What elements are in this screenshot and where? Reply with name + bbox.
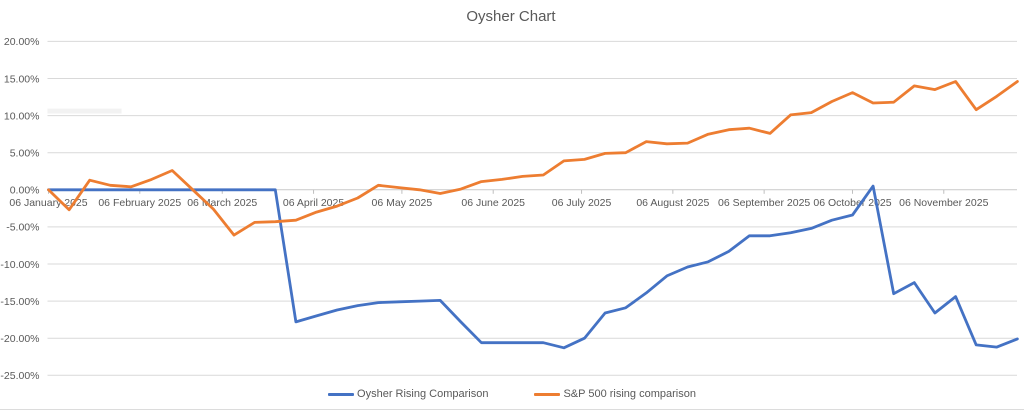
x-axis-label: 06 February 2025 <box>98 197 181 209</box>
legend-label-sp500: S&P 500 rising comparison <box>563 388 696 400</box>
legend: Oysher Rising Comparison S&P 500 rising … <box>0 388 1024 400</box>
x-axis-label: 06 January 2025 <box>9 197 87 209</box>
x-axis-label: 06 July 2025 <box>552 197 612 209</box>
x-axis-label: 06 June 2025 <box>461 197 525 209</box>
series-line-oysher[interactable] <box>47 184 1019 350</box>
y-axis-label: -20.00% <box>0 333 39 345</box>
y-axis-label: -25.00% <box>0 370 39 382</box>
y-axis-label: -10.00% <box>0 259 39 271</box>
x-axis-label: 06 November 2025 <box>899 197 988 209</box>
y-axis-label: 5.00% <box>10 148 40 160</box>
y-axis-label: -15.00% <box>0 296 39 308</box>
legend-swatch-oysher <box>328 392 355 396</box>
y-axis-label: 20.00% <box>4 36 40 48</box>
x-axis-label: 06 May 2025 <box>372 197 433 209</box>
x-axis-label: 06 March 2025 <box>187 197 257 209</box>
x-axis-label: 06 August 2025 <box>636 197 709 209</box>
chart-title: Oysher Chart <box>466 8 556 25</box>
bottom-border-line <box>0 409 1024 410</box>
legend-item-sp500[interactable]: S&P 500 rising comparison <box>534 388 696 400</box>
x-axis-label: 06 October 2025 <box>813 197 891 209</box>
y-axis-label: 15.00% <box>4 73 40 85</box>
y-axis-label: -5.00% <box>6 222 39 234</box>
legend-label-oysher: Oysher Rising Comparison <box>357 388 489 400</box>
x-axis-label: 06 April 2025 <box>283 197 344 209</box>
x-axis-label: 06 September 2025 <box>718 197 810 209</box>
gridline-artifact <box>47 108 122 114</box>
series-line-sp500[interactable] <box>47 80 1019 237</box>
legend-item-oysher[interactable]: Oysher Rising Comparison <box>328 388 488 400</box>
y-axis-label: 10.00% <box>4 110 40 122</box>
y-axis-label: 0.00% <box>10 185 40 197</box>
legend-swatch-sp500 <box>534 392 561 396</box>
